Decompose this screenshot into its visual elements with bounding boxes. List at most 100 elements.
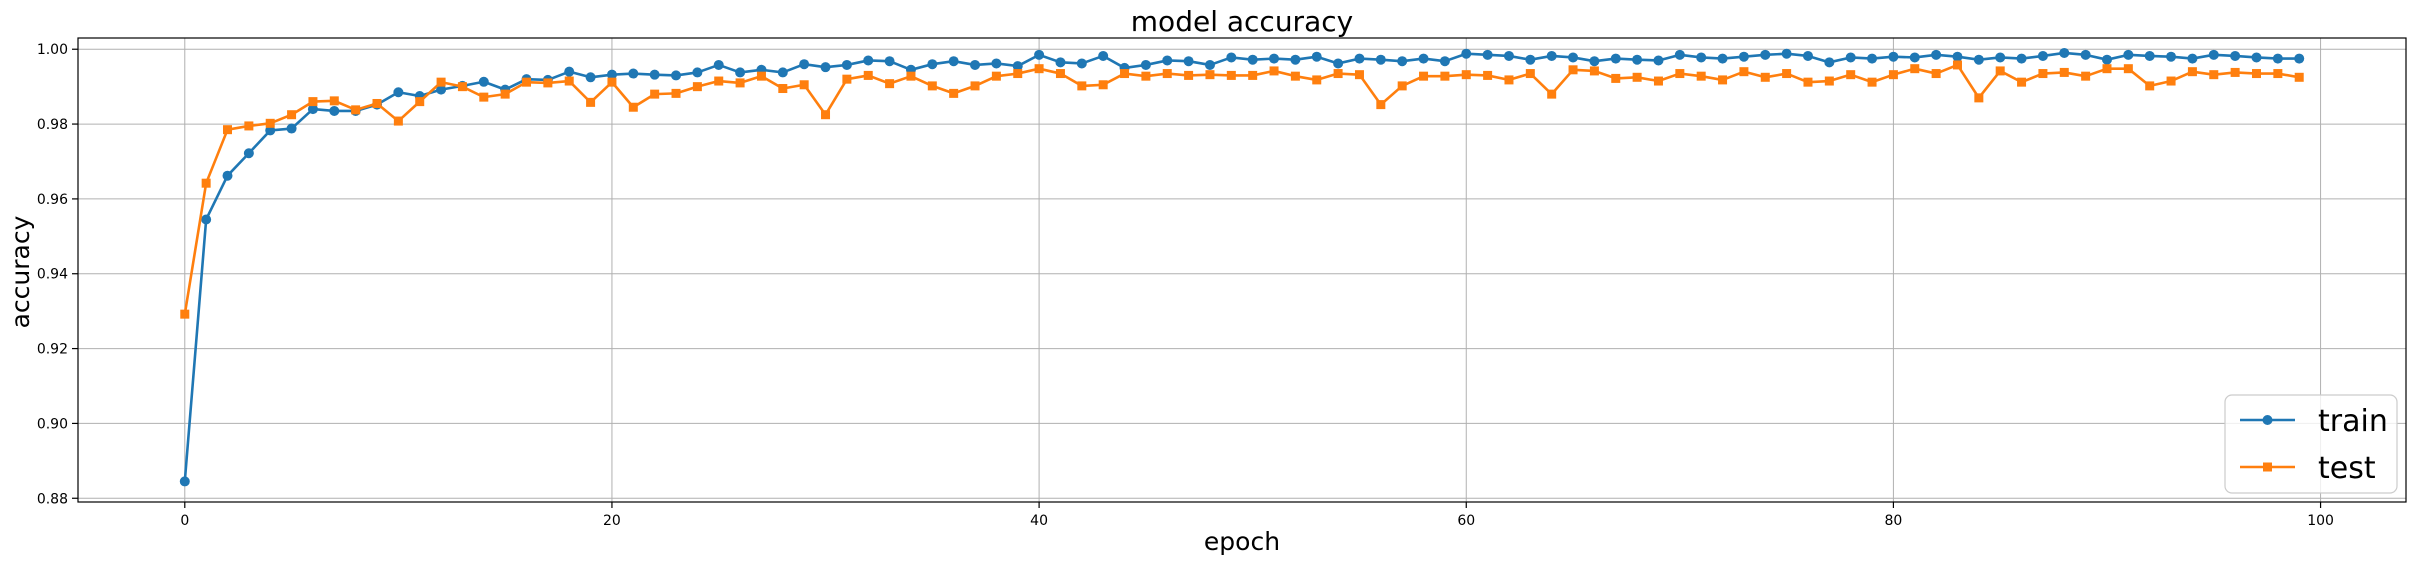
series-test-point bbox=[671, 88, 681, 98]
series-test-point bbox=[1120, 69, 1130, 79]
series-train-point bbox=[2059, 47, 2070, 58]
series-train-point bbox=[1696, 52, 1707, 63]
series-train-point bbox=[1738, 51, 1749, 62]
legend-swatch-marker bbox=[2262, 415, 2273, 425]
series-test-point bbox=[1034, 64, 1044, 74]
y-axis-label: accuracy bbox=[6, 215, 35, 328]
series-test-point bbox=[457, 82, 467, 92]
series-test-point bbox=[586, 97, 596, 107]
series-train-point bbox=[948, 56, 959, 67]
series-test-point bbox=[2102, 64, 2112, 74]
x-tick-label: 40 bbox=[1030, 513, 1048, 529]
series-test-point bbox=[2017, 77, 2027, 87]
series-test-point bbox=[1547, 89, 1557, 99]
series-train-point bbox=[1461, 48, 1472, 59]
series-train-line bbox=[183, 51, 2300, 482]
series-test-point bbox=[500, 89, 510, 99]
series-train-point bbox=[1653, 55, 1664, 66]
series-train-point bbox=[884, 56, 895, 67]
series-train-point bbox=[1418, 53, 1429, 64]
series-test-point bbox=[1611, 73, 1621, 83]
series-layer bbox=[179, 47, 2305, 487]
plot-frame bbox=[77, 37, 2407, 503]
series-train-point bbox=[1183, 56, 1194, 67]
series-test-point bbox=[180, 309, 190, 319]
series-train-point bbox=[1482, 49, 1493, 60]
series-test-point bbox=[436, 77, 446, 87]
series-test-point bbox=[1162, 69, 1172, 79]
series-test-point bbox=[1568, 65, 1578, 75]
series-test-point bbox=[1248, 70, 1258, 80]
series-train-point bbox=[2166, 51, 2177, 62]
series-train-point bbox=[1247, 54, 1258, 65]
series-train-point bbox=[393, 87, 404, 98]
chart-title: model accuracy bbox=[1131, 5, 1353, 38]
series-train-point bbox=[1867, 53, 1878, 64]
series-test-point bbox=[1483, 70, 1493, 80]
series-train-point bbox=[1909, 52, 1920, 63]
series-test-point bbox=[2230, 67, 2240, 77]
series-test-point bbox=[415, 97, 425, 107]
series-test-point bbox=[1867, 77, 1877, 87]
series-test-point bbox=[2145, 81, 2155, 91]
series-test-point bbox=[2081, 71, 2091, 81]
series-test-point bbox=[628, 102, 638, 112]
series-train-point bbox=[1931, 49, 1942, 60]
series-test-point bbox=[2038, 69, 2048, 79]
series-test-point bbox=[906, 71, 916, 81]
series-train-point bbox=[2144, 50, 2155, 61]
series-train-point bbox=[1674, 49, 1685, 60]
series-train-point bbox=[286, 123, 297, 134]
series-test-point bbox=[607, 77, 617, 87]
series-train-point bbox=[1781, 48, 1792, 59]
series-test-point bbox=[1974, 93, 1984, 103]
series-train-point bbox=[1375, 54, 1386, 65]
series-test-point bbox=[1354, 70, 1364, 80]
series-test-point bbox=[778, 84, 788, 94]
series-train-point bbox=[649, 69, 660, 80]
series-train-point bbox=[2123, 49, 2134, 60]
series-test-point bbox=[1675, 69, 1685, 79]
series-train-point bbox=[1140, 59, 1151, 70]
series-train-point bbox=[2251, 52, 2262, 63]
series-train-point bbox=[1888, 51, 1899, 62]
series-test-point bbox=[351, 105, 361, 115]
series-train-point bbox=[1973, 54, 1984, 65]
y-tick-label: 1.00 bbox=[37, 42, 68, 58]
series-test-point bbox=[201, 178, 211, 188]
series-test-point bbox=[1782, 69, 1792, 79]
series-test-point bbox=[2123, 64, 2133, 74]
series-train-point bbox=[2187, 53, 2198, 64]
series-test-point bbox=[1226, 70, 1236, 80]
series-train-point bbox=[820, 62, 831, 73]
series-train-point bbox=[564, 66, 575, 77]
series-train-point bbox=[1162, 55, 1173, 66]
series-test-point bbox=[1098, 80, 1108, 90]
series-test-point bbox=[1910, 64, 1920, 74]
series-test-point bbox=[1696, 71, 1706, 81]
series-train-point bbox=[692, 67, 703, 78]
series-test-point bbox=[1055, 69, 1065, 79]
y-tick-label: 0.98 bbox=[37, 117, 68, 133]
series-test-point bbox=[799, 80, 809, 90]
series-train-point bbox=[777, 67, 788, 78]
series-test-point bbox=[2294, 72, 2304, 82]
series-train-point bbox=[329, 105, 340, 116]
series-train-point bbox=[1717, 53, 1728, 64]
series-test-point bbox=[2166, 76, 2176, 86]
series-train-point bbox=[1760, 49, 1771, 60]
series-train-point bbox=[628, 68, 639, 79]
series-train-point bbox=[2101, 54, 2112, 65]
series-train-point bbox=[1632, 54, 1643, 65]
series-test-line bbox=[183, 63, 2300, 315]
series-train-point bbox=[606, 69, 617, 80]
legend-label: train bbox=[2318, 404, 2388, 439]
series-train-point bbox=[1503, 50, 1514, 61]
series-test-point bbox=[1846, 70, 1856, 80]
series-test-point bbox=[1824, 76, 1834, 86]
series-train-point bbox=[1354, 53, 1365, 64]
series-train-point bbox=[841, 59, 852, 70]
series-train-point bbox=[265, 125, 276, 136]
x-tick-label: 80 bbox=[1884, 513, 1902, 529]
